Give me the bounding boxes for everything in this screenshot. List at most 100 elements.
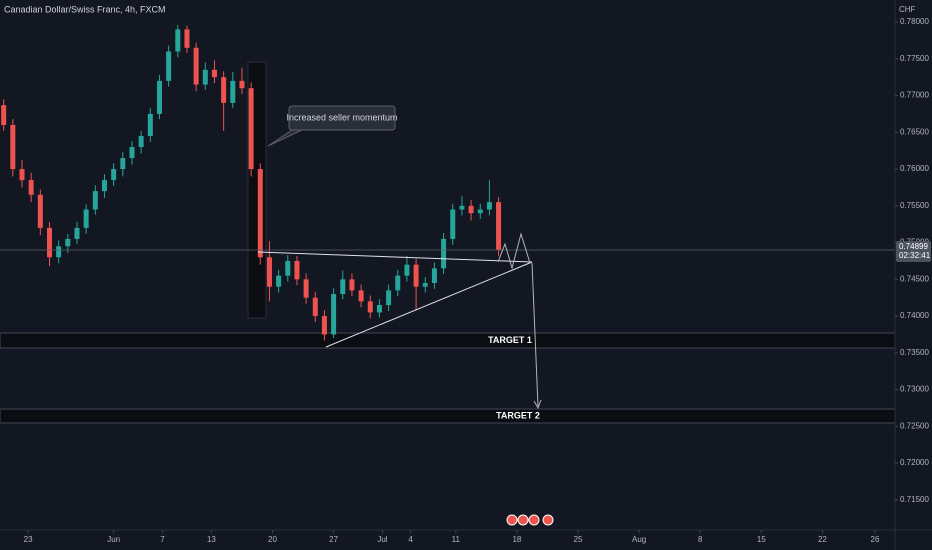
x-tick-label: 15	[757, 535, 766, 544]
candle-body	[19, 169, 25, 181]
y-tick-label: 0.77000	[900, 91, 929, 100]
chart-title: Canadian Dollar/Swiss Franc, 4h, FXCM	[4, 4, 166, 14]
candle-body	[46, 227, 52, 258]
x-tick-label: 8	[698, 535, 703, 544]
candle-body	[285, 260, 291, 276]
y-tick-label: 0.78000	[900, 17, 929, 26]
candle-body	[138, 135, 144, 148]
y-tick-label: 0.72000	[900, 458, 929, 467]
candle-body	[257, 169, 263, 258]
x-tick-label: Jul	[377, 535, 387, 544]
arrow-head	[533, 399, 542, 410]
candle-body	[303, 279, 309, 298]
candle-body	[441, 238, 447, 269]
x-tick-label: 26	[871, 535, 880, 544]
candle-body	[376, 305, 382, 313]
candle-body	[193, 47, 199, 85]
x-tick-label: 22	[818, 535, 827, 544]
currency-label: CHF	[899, 5, 916, 14]
event-icon[interactable]	[528, 514, 540, 526]
candle-body	[431, 268, 437, 284]
projection-arrow	[531, 262, 539, 407]
candle-body	[266, 257, 272, 287]
countdown-label: 02:32:41	[899, 251, 931, 260]
x-tick-label: 18	[512, 535, 521, 544]
event-icon[interactable]	[517, 514, 529, 526]
candle-body	[367, 301, 373, 313]
x-tick-label: 11	[452, 535, 461, 544]
candle-body	[111, 169, 117, 181]
x-tick-label: 7	[160, 535, 165, 544]
candle-body	[468, 205, 474, 214]
x-tick-label: 4	[408, 535, 413, 544]
projection-path	[497, 232, 531, 270]
candle-body	[450, 209, 456, 239]
candle-body	[340, 279, 346, 295]
x-tick-label: 23	[24, 535, 33, 544]
drawings: Increased seller momentum TARGET 1 TARGE…	[257, 105, 542, 420]
target-zone	[0, 332, 896, 349]
y-tick-label: 0.76000	[900, 164, 929, 173]
candle-body	[129, 147, 135, 159]
target-zone	[0, 408, 896, 424]
candle-body	[294, 260, 300, 280]
y-tick-label: 0.72500	[900, 421, 929, 430]
candle-body	[230, 80, 236, 103]
x-tick-label: 27	[329, 535, 338, 544]
y-tick-label: 0.74000	[900, 311, 929, 320]
candle-body	[221, 77, 227, 103]
candle-body	[486, 202, 492, 210]
y-tick-label: 0.71500	[900, 495, 929, 504]
candle-body	[496, 202, 502, 250]
event-icons[interactable]	[506, 514, 554, 526]
candle-body	[413, 264, 419, 287]
y-tick-label: 0.73500	[900, 348, 929, 357]
candles	[0, 24, 895, 341]
candle-body	[386, 290, 392, 306]
y-tick-label: 0.75500	[900, 201, 929, 210]
event-icon[interactable]	[542, 514, 554, 526]
candle-body	[56, 246, 62, 258]
candle-body	[239, 80, 245, 89]
callout-box	[288, 105, 396, 131]
candle-body	[175, 29, 181, 52]
drawings-under	[0, 61, 896, 424]
candle-body	[276, 275, 282, 287]
candle-body	[422, 283, 428, 287]
candle-body	[211, 69, 217, 78]
event-icon[interactable]	[506, 514, 518, 526]
y-tick-label: 0.74500	[900, 274, 929, 283]
target-label: TARGET 2	[496, 410, 540, 420]
candle-body	[331, 294, 337, 335]
candle-body	[65, 238, 71, 247]
candle-body	[321, 316, 327, 335]
candle-body	[202, 69, 208, 85]
candle-body	[37, 194, 43, 228]
candle-body	[312, 297, 318, 317]
y-tick-label: 0.73000	[900, 385, 929, 394]
trend-line	[257, 251, 533, 263]
trend-line	[325, 261, 533, 348]
candle-body	[10, 124, 16, 170]
candle-body	[349, 279, 355, 291]
x-tick-label: 13	[207, 535, 216, 544]
candle-body	[477, 209, 483, 214]
candle-body	[101, 180, 107, 192]
candle-body	[395, 275, 401, 291]
x-tick-label: Jun	[107, 535, 120, 544]
y-tick-label: 0.76500	[900, 127, 929, 136]
candle-body	[184, 29, 190, 48]
x-tick-label: 25	[574, 535, 583, 544]
candle-body	[248, 88, 254, 170]
candle-body	[83, 209, 89, 228]
candle-body	[156, 80, 162, 114]
callout-text: Increased seller momentum	[286, 112, 397, 122]
candle-body	[74, 227, 80, 239]
y-tick-label: 0.77500	[900, 54, 929, 63]
candle-body	[92, 191, 98, 210]
candle-body	[166, 51, 172, 81]
candle-body	[28, 180, 34, 195]
